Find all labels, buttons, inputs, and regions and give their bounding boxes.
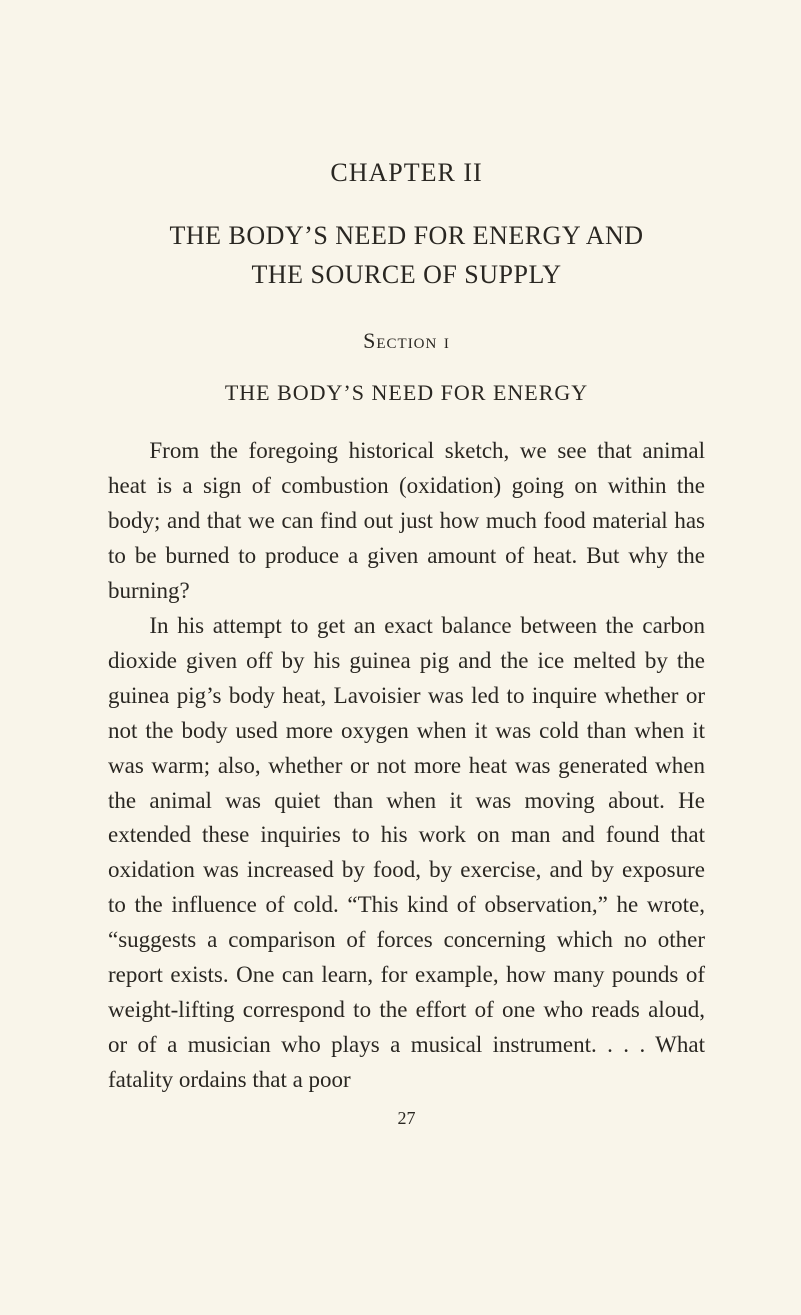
section-title: THE BODY’S NEED FOR ENERGY: [108, 380, 705, 406]
chapter-number: CHAPTER II: [108, 158, 705, 188]
chapter-title: THE BODY’S NEED FOR ENERGY AND THE SOURC…: [108, 216, 705, 294]
section-label: Section i: [108, 328, 705, 354]
page-number: 27: [108, 1108, 705, 1129]
chapter-title-line-1: THE BODY’S NEED FOR ENERGY AND: [169, 221, 643, 250]
body-paragraph-2: In his attempt to get an exact balance b…: [108, 609, 705, 1098]
chapter-title-line-2: THE SOURCE OF SUPPLY: [251, 260, 561, 289]
body-paragraph-1: From the foregoing historical sketch, we…: [108, 434, 705, 609]
book-page: CHAPTER II THE BODY’S NEED FOR ENERGY AN…: [0, 0, 801, 1315]
